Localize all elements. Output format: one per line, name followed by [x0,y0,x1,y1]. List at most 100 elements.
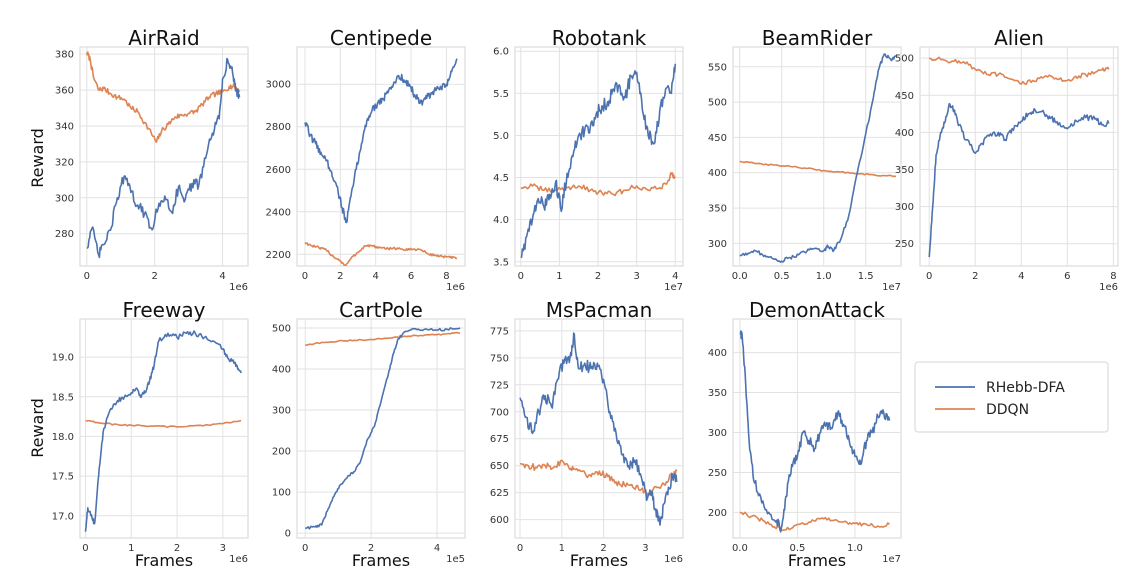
x-tick-label: 3 [220,543,226,554]
y-tick-label: 300 [708,428,727,439]
x-tick-label: 4 [434,543,440,554]
x-axis-multiplier: 1e6 [229,554,248,565]
y-tick-label: 380 [55,50,74,61]
series-line-rhebb-dfa [739,330,891,533]
y-tick-label: 350 [895,165,914,176]
subplot-freeway: 0 1 2 3 17.0 17.5 18.0 18.5 19.0 1e6 Freeway Frames [52,298,249,570]
x-tick-label: 1.0 [847,543,863,554]
x-tick-label: 2 [595,271,601,282]
y-tick-label: 750 [490,353,509,364]
x-axis-multiplier: 1e6 [1099,282,1118,293]
x-axis-label: Frames [570,551,628,570]
x-axis-label: Frames [135,551,193,570]
series-line-rhebb-dfa [928,102,1110,258]
series-line-ddqn [304,242,458,266]
x-axis-multiplier: 1e7 [882,554,901,565]
x-tick-label: 0.5 [789,543,805,554]
plot-area [919,46,1119,267]
y-tick-label: 600 [490,515,509,526]
x-tick-label: 0.5 [774,271,790,282]
y-tick-label: 4.5 [493,173,509,184]
x-axis-multiplier: 1e7 [664,282,683,293]
x-tick-label: 0 [82,543,88,554]
y-tick-label: 300 [55,193,74,204]
y-tick-label: 700 [490,407,509,418]
x-axis-multiplier: 1e6 [664,554,683,565]
y-tick-label: 500 [272,324,291,335]
x-tick-label: 0 [302,543,308,554]
y-tick-label: 775 [490,326,509,337]
y-tick-label: 17.0 [52,511,74,522]
y-tick-label: 280 [55,229,74,240]
x-tick-label: 1.5 [858,271,874,282]
x-axis-label: Frames [352,551,410,570]
y-tick-label: 650 [490,461,509,472]
y-tick-label: 6.0 [493,47,509,58]
y-tick-label: 5.5 [493,89,509,100]
subplot-title: Freeway [123,298,206,322]
subplot-title: AirRaid [128,26,199,50]
y-tick-label: 0 [285,529,291,540]
legend-label-rhebb-dfa: RHebb-DFA [986,380,1065,396]
y-tick-label: 350 [708,204,727,215]
y-tick-label: 4.0 [493,215,509,226]
legend-label-ddqn: DDQN [986,402,1029,418]
x-tick-label: 0 [518,271,524,282]
series-line-rhebb-dfa [739,53,897,263]
x-tick-label: 8 [443,271,449,282]
x-axis-multiplier: 1e6 [229,282,248,293]
y-tick-label: 350 [708,388,727,399]
y-tick-label: 500 [708,98,727,109]
y-tick-label: 2200 [266,250,291,261]
legend: RHebb-DFA DDQN [914,361,1109,433]
x-tick-label: 1 [128,543,134,554]
x-tick-label: 1 [559,543,565,554]
y-tick-label: 200 [272,447,291,458]
subplot-title: MsPacman [546,298,653,322]
y-tick-label: 400 [708,168,727,179]
y-tick-label: 2800 [266,122,291,133]
subplot-mspacman: 0 1 2 3 600 625 650 675 700 725 750 775 1e6 MsPacman F… [490,298,684,570]
series-line-ddqn [739,511,891,532]
x-tick-label: 4 [672,271,678,282]
plot-area [514,46,684,267]
y-tick-label: 250 [708,468,727,479]
series-line-ddqn [305,331,461,346]
y-tick-label: 300 [272,406,291,417]
y-tick-label: 3000 [266,80,291,91]
plot-area [79,318,249,539]
y-tick-label: 500 [895,54,914,65]
x-tick-label: 1 [556,271,562,282]
x-tick-label: 4 [373,271,379,282]
x-tick-label: 2 [174,543,180,554]
subplot-cartpole: 0 2 4 0 100 200 300 400 500 1e5 CartPole Frames [272,298,466,570]
legend-box [914,361,1109,433]
subplot-title: DemonAttack [749,298,885,322]
x-tick-label: 0.0 [732,271,748,282]
subplot-title: Robotank [552,26,647,50]
series-line-rhebb-dfa [305,327,461,530]
y-tick-label: 400 [708,348,727,359]
y-tick-label: 18.0 [52,432,74,443]
y-tick-label: 725 [490,380,509,391]
y-tick-label: 300 [708,239,727,250]
y-axis-label-row2: Reward [28,398,47,458]
x-tick-label: 0 [302,271,308,282]
y-tick-label: 100 [272,488,291,499]
series-line-rhebb-dfa [520,63,677,259]
y-tick-label: 5.0 [493,131,509,142]
x-tick-label: 2 [337,271,343,282]
y-tick-label: 675 [490,434,509,445]
y-tick-label: 200 [708,508,727,519]
x-tick-label: 2 [151,271,157,282]
x-axis-multiplier: 1e7 [882,282,901,293]
y-tick-label: 2400 [266,207,291,218]
series-line-ddqn [519,459,678,496]
x-tick-label: 0.0 [732,543,748,554]
series-line-ddqn [520,172,676,197]
x-tick-label: 2 [972,271,978,282]
x-tick-label: 0 [926,271,932,282]
subplot-robotank: 0 1 2 3 4 3.5 4.0 4.5 5.0 5.5 6.0 1e7 Robotank [493,26,684,293]
